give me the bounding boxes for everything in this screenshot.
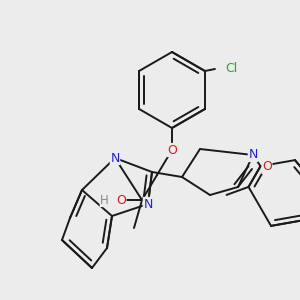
Text: H: H <box>100 194 109 206</box>
Text: O: O <box>262 160 272 173</box>
Text: N: N <box>143 197 153 211</box>
Text: N: N <box>248 148 258 161</box>
Text: O: O <box>116 194 126 206</box>
Text: N: N <box>110 152 120 164</box>
Text: Cl: Cl <box>225 62 237 76</box>
Text: O: O <box>167 143 177 157</box>
